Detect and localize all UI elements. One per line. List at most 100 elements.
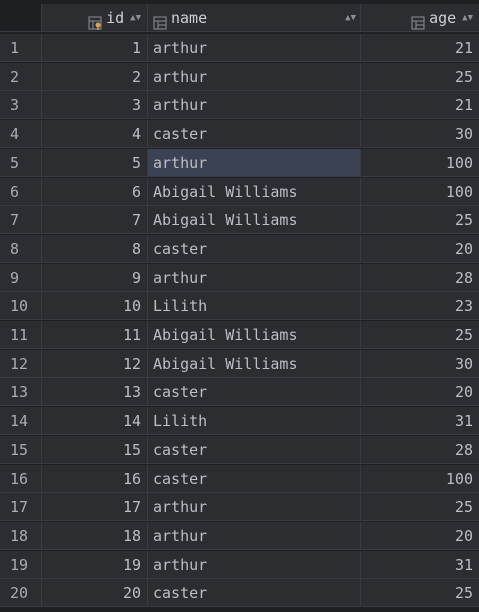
row-number: 2 bbox=[0, 62, 42, 91]
table-row[interactable]: 19 19 arthur 31 bbox=[0, 550, 479, 579]
cell-age[interactable]: 28 bbox=[361, 435, 479, 464]
table-row[interactable]: 18 18 arthur 20 bbox=[0, 521, 479, 550]
cell-age[interactable]: 28 bbox=[361, 263, 479, 292]
cell-id[interactable]: 7 bbox=[42, 206, 148, 235]
table-row[interactable]: 15 15 caster 28 bbox=[0, 435, 479, 464]
table-row[interactable]: 10 10 Lilith 23 bbox=[0, 292, 479, 321]
cell-name[interactable]: Abigail Williams bbox=[148, 349, 361, 378]
grid-header: id ▲▼ name ▲▼ age ▲▼ bbox=[0, 4, 479, 32]
cell-id[interactable]: 11 bbox=[42, 321, 148, 349]
cell-id[interactable]: 4 bbox=[42, 120, 148, 149]
cell-id[interactable]: 15 bbox=[42, 435, 148, 464]
row-number: 19 bbox=[0, 550, 42, 579]
table-row[interactable]: 16 16 caster 100 bbox=[0, 464, 479, 493]
cell-name[interactable]: arthur bbox=[148, 263, 361, 292]
cell-name[interactable]: caster bbox=[148, 378, 361, 407]
table-row[interactable]: 5 5 arthur 100 bbox=[0, 148, 479, 177]
cell-name[interactable]: caster bbox=[148, 579, 361, 608]
cell-id[interactable]: 3 bbox=[42, 91, 148, 120]
table-row[interactable]: 14 14 Lilith 31 bbox=[0, 407, 479, 436]
cell-name[interactable]: Lilith bbox=[148, 407, 361, 436]
cell-age[interactable]: 100 bbox=[361, 464, 479, 493]
table-row[interactable]: 20 20 caster 25 bbox=[0, 579, 479, 608]
cell-age[interactable]: 23 bbox=[361, 292, 479, 321]
cell-id[interactable]: 6 bbox=[42, 177, 148, 206]
row-number: 20 bbox=[0, 579, 42, 608]
table-row[interactable]: 3 3 arthur 21 bbox=[0, 91, 479, 120]
cell-id[interactable]: 8 bbox=[42, 234, 148, 263]
table-row[interactable]: 13 13 caster 20 bbox=[0, 378, 479, 407]
table-row[interactable]: 17 17 arthur 25 bbox=[0, 493, 479, 522]
row-number: 3 bbox=[0, 91, 42, 120]
table-row[interactable]: 4 4 caster 30 bbox=[0, 120, 479, 149]
row-number: 13 bbox=[0, 378, 42, 407]
cell-id[interactable]: 12 bbox=[42, 349, 148, 378]
row-number: 12 bbox=[0, 349, 42, 378]
sort-arrows-icon[interactable]: ▲▼ bbox=[462, 13, 473, 23]
cell-name[interactable]: arthur bbox=[148, 148, 361, 177]
cell-age[interactable]: 20 bbox=[361, 521, 479, 550]
cell-age[interactable]: 31 bbox=[361, 407, 479, 436]
table-row[interactable]: 9 9 arthur 28 bbox=[0, 263, 479, 292]
row-number: 11 bbox=[0, 321, 42, 349]
cell-name[interactable]: arthur bbox=[148, 521, 361, 550]
cell-id[interactable]: 18 bbox=[42, 521, 148, 550]
cell-name[interactable]: arthur bbox=[148, 493, 361, 522]
cell-age[interactable]: 31 bbox=[361, 550, 479, 579]
cell-id[interactable]: 2 bbox=[42, 62, 148, 91]
table-row[interactable]: 7 7 Abigail Williams 25 bbox=[0, 206, 479, 235]
column-label-id: id bbox=[106, 9, 125, 27]
cell-age[interactable]: 30 bbox=[361, 120, 479, 149]
cell-name[interactable]: arthur bbox=[148, 34, 361, 62]
cell-id[interactable]: 1 bbox=[42, 34, 148, 62]
cell-name[interactable]: arthur bbox=[148, 550, 361, 579]
table-row[interactable]: 12 12 Abigail Williams 30 bbox=[0, 349, 479, 378]
cell-id[interactable]: 14 bbox=[42, 407, 148, 436]
row-number-header bbox=[0, 4, 42, 32]
cell-name[interactable]: Lilith bbox=[148, 292, 361, 321]
column-header-name[interactable]: name ▲▼ bbox=[148, 4, 361, 32]
table-row[interactable]: 2 2 arthur 25 bbox=[0, 62, 479, 91]
cell-age[interactable]: 21 bbox=[361, 34, 479, 62]
cell-name[interactable]: caster bbox=[148, 234, 361, 263]
cell-id[interactable]: 5 bbox=[42, 148, 148, 177]
cell-age[interactable]: 100 bbox=[361, 177, 479, 206]
table-row[interactable]: 1 1 arthur 21 bbox=[0, 34, 479, 62]
table-row[interactable]: 8 8 caster 20 bbox=[0, 234, 479, 263]
cell-id[interactable]: 16 bbox=[42, 464, 148, 493]
cell-id[interactable]: 10 bbox=[42, 292, 148, 321]
row-number: 7 bbox=[0, 206, 42, 235]
cell-name[interactable]: Abigail Williams bbox=[148, 321, 361, 349]
column-header-id[interactable]: id ▲▼ bbox=[42, 4, 148, 32]
row-number: 15 bbox=[0, 435, 42, 464]
cell-age[interactable]: 25 bbox=[361, 493, 479, 522]
table-row[interactable]: 11 11 Abigail Williams 25 bbox=[0, 321, 479, 349]
cell-age[interactable]: 30 bbox=[361, 349, 479, 378]
cell-name[interactable]: caster bbox=[148, 120, 361, 149]
cell-age[interactable]: 25 bbox=[361, 321, 479, 349]
cell-name[interactable]: arthur bbox=[148, 62, 361, 91]
cell-id[interactable]: 19 bbox=[42, 550, 148, 579]
cell-name[interactable]: arthur bbox=[148, 91, 361, 120]
cell-id[interactable]: 17 bbox=[42, 493, 148, 522]
cell-age[interactable]: 20 bbox=[361, 234, 479, 263]
column-header-age[interactable]: age ▲▼ bbox=[361, 4, 479, 32]
sort-arrows-icon[interactable]: ▲▼ bbox=[130, 13, 141, 23]
row-number: 5 bbox=[0, 148, 42, 177]
cell-name[interactable]: caster bbox=[148, 464, 361, 493]
cell-name[interactable]: Abigail Williams bbox=[148, 177, 361, 206]
cell-id[interactable]: 13 bbox=[42, 378, 148, 407]
cell-age[interactable]: 20 bbox=[361, 378, 479, 407]
cell-age[interactable]: 21 bbox=[361, 91, 479, 120]
table-row[interactable]: 6 6 Abigail Williams 100 bbox=[0, 177, 479, 206]
cell-age[interactable]: 25 bbox=[361, 62, 479, 91]
cell-name[interactable]: caster bbox=[148, 435, 361, 464]
cell-age[interactable]: 100 bbox=[361, 148, 479, 177]
cell-name[interactable]: Abigail Williams bbox=[148, 206, 361, 235]
column-label-name: name bbox=[171, 9, 208, 27]
cell-id[interactable]: 9 bbox=[42, 263, 148, 292]
cell-age[interactable]: 25 bbox=[361, 579, 479, 608]
sort-arrows-icon[interactable]: ▲▼ bbox=[345, 13, 356, 23]
cell-age[interactable]: 25 bbox=[361, 206, 479, 235]
cell-id[interactable]: 20 bbox=[42, 579, 148, 608]
